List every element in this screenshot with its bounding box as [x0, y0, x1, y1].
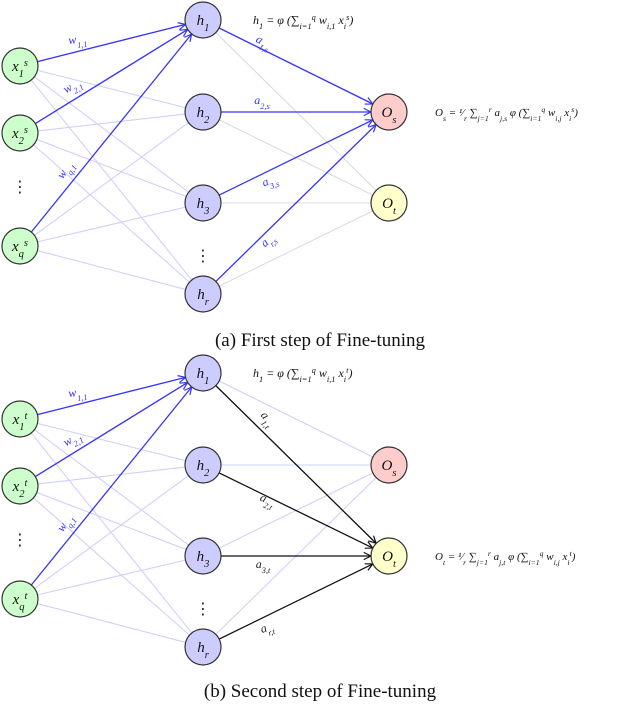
edge-hidden-output-active — [215, 385, 376, 544]
edge-hidden-output-inactive — [218, 210, 374, 287]
edge-hidden-output-active — [218, 564, 373, 640]
edge-input-hidden — [34, 475, 189, 589]
source-output-node: Os — [370, 446, 408, 484]
panel-first-step: w1,1w2,1wq,1a1,sa2,sa3,sar,sx1sx2sxqsh1h… — [1, 1, 578, 351]
hidden-formula: h1 = φ (∑i=1q wi,1 xis) — [253, 13, 353, 31]
output-weight-label: a2,t — [257, 490, 278, 512]
edge-input-h1-active — [37, 24, 185, 63]
target-output-node: Ot — [370, 537, 408, 575]
edge-input-hidden — [33, 497, 190, 636]
node-label: hr — [197, 640, 210, 661]
caption: (b) Second step of Fine-tuning — [204, 681, 437, 702]
edge-input-hidden — [36, 491, 187, 551]
edge-input-hidden — [37, 559, 186, 596]
hidden-node: h1 — [184, 354, 222, 392]
node-label: Ot — [382, 196, 397, 217]
ellipsis: ⋮ — [12, 177, 28, 196]
edges — [30, 377, 376, 643]
input-node: x2s — [1, 114, 39, 152]
output-weight-label: ar,t — [258, 618, 277, 639]
edge-input-hidden — [30, 79, 193, 281]
output-weight-label: ar,s — [258, 230, 280, 252]
edge-input-hidden — [37, 603, 186, 643]
edge-input-hidden — [37, 466, 186, 485]
output-weight-label: a2,s — [254, 93, 270, 111]
node-label: x1t — [12, 411, 29, 433]
edge-input-hidden — [36, 138, 187, 198]
edge-input-h1-active — [34, 382, 187, 478]
edge-input-hidden — [34, 76, 189, 193]
node-label: hr — [197, 287, 210, 308]
edge-input-hidden — [37, 250, 186, 290]
node-label: h1 — [197, 13, 210, 34]
edge-input-h1-active — [34, 29, 187, 125]
input-weight-label: wq,1 — [54, 158, 79, 183]
input-weight-label: w1,1 — [67, 384, 88, 404]
edge-input-hidden — [37, 69, 186, 109]
source-output-node: Os — [370, 93, 408, 131]
hidden-node: h2 — [184, 93, 222, 131]
input-weight-label: w1,1 — [67, 31, 88, 51]
hidden-formula: h1 = φ (∑i=1q wi,1 xit) — [253, 366, 352, 384]
edge-input-hidden — [30, 432, 193, 634]
node-label: x2s — [11, 125, 28, 147]
edge-input-hidden — [34, 122, 189, 236]
ellipsis: ⋮ — [195, 246, 211, 265]
output-weight-label: a3,t — [256, 557, 271, 575]
input-node: xqt — [1, 580, 39, 618]
node-label: xqt — [12, 591, 29, 613]
edge-input-hidden — [37, 422, 186, 462]
target-output-node: Ot — [370, 184, 408, 222]
caption: (a) First step of Fine-tuning — [215, 330, 426, 351]
output-weight-label: a3,s — [260, 171, 281, 193]
node-label: Os — [382, 458, 397, 479]
node-label: x2t — [12, 478, 29, 500]
edge-input-h1-active — [30, 34, 191, 233]
hidden-node: h3 — [184, 184, 222, 222]
hidden-node: h3 — [184, 537, 222, 575]
node-label: Ot — [382, 549, 397, 570]
edge-hidden-output-active — [218, 472, 373, 548]
input-weight-label: wq,1 — [54, 511, 79, 536]
node-label: Os — [382, 105, 397, 126]
edges — [30, 24, 376, 290]
hidden-node: h1 — [184, 1, 222, 39]
input-node: x2t — [1, 467, 39, 505]
edge-hidden-output-inactive — [218, 380, 374, 458]
node-label: h3 — [197, 196, 210, 217]
edge-hidden-output-active — [218, 120, 373, 196]
node-label: h3 — [197, 549, 210, 570]
output-formula: Ot = ¹⁄r ∑j=1r aj,t φ (∑i=1q wi,j xit) — [435, 549, 576, 567]
node-label: h2 — [197, 105, 211, 126]
edge-hidden-output-active — [218, 27, 373, 104]
edge-input-hidden — [37, 113, 186, 132]
output-weight-label: a1,s — [252, 32, 274, 55]
node-label: h2 — [197, 458, 211, 479]
edge-input-hidden — [33, 144, 190, 283]
ellipsis: ⋮ — [195, 599, 211, 618]
edge-input-hidden — [37, 206, 186, 243]
input-node: x1t — [1, 400, 39, 438]
panel-second-step: w1,1w2,1wq,1a1,ta2,ta3,tar,tx1tx2txqth1h… — [1, 354, 576, 702]
ellipsis: ⋮ — [12, 530, 28, 549]
hidden-node: hr — [184, 275, 222, 313]
node-label: x1s — [11, 58, 28, 80]
hidden-node: h2 — [184, 446, 222, 484]
node-label: h1 — [197, 366, 210, 387]
edge-input-h1-active — [30, 387, 191, 586]
input-node: xqs — [1, 227, 39, 265]
hidden-node: hr — [184, 628, 222, 666]
node-label: xqs — [11, 238, 28, 260]
edge-input-hidden — [34, 429, 189, 546]
edge-input-h1-active — [37, 377, 185, 416]
edge-hidden-output-active — [215, 125, 376, 282]
input-node: x1s — [1, 47, 39, 85]
output-formula: Os = ¹⁄r ∑j=1r aj,s φ (∑i=1q wi,j xis) — [435, 105, 578, 123]
